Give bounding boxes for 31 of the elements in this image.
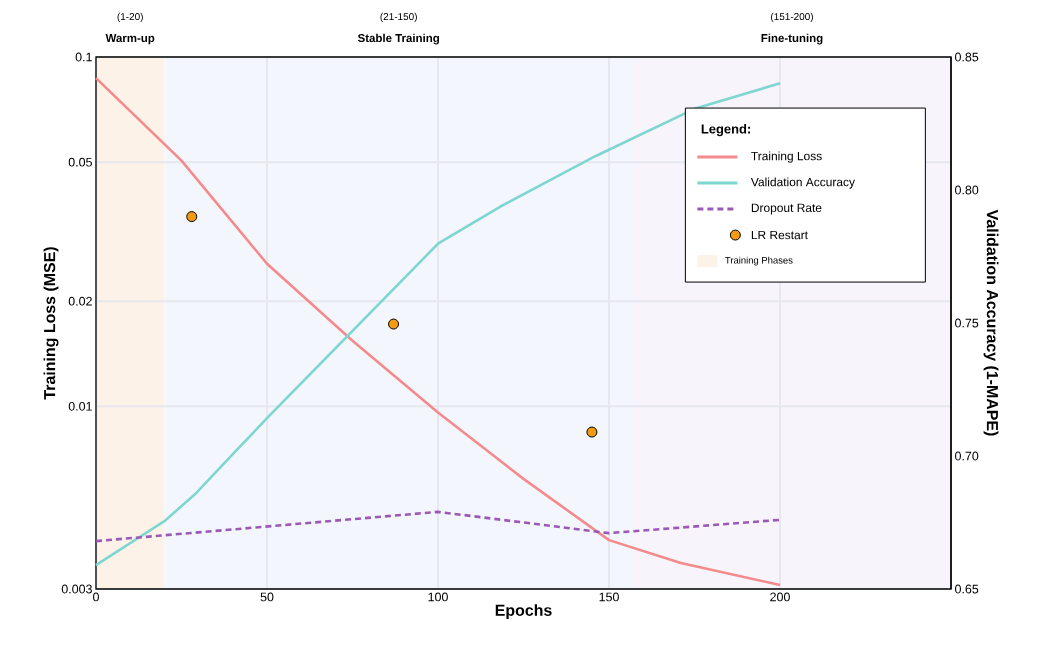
y-tick-label: 0.1 <box>75 52 92 62</box>
legend-label: LR Restart <box>751 230 808 240</box>
legend-label: Training Loss <box>751 151 822 163</box>
legend-title: Legend: <box>701 123 750 137</box>
band-label: Fine-tuning <box>761 33 823 45</box>
y2-tick-label: 0.65 <box>955 584 979 594</box>
y-tick-label: 0.05 <box>68 157 92 167</box>
y-axis-title: Training Loss (MSE) <box>43 247 59 400</box>
y2-tick-label: 0.85 <box>955 52 979 62</box>
x-tick-label: 0 <box>93 592 99 602</box>
y2-tick-label: 0.75 <box>955 318 979 328</box>
text: (1-20) <box>117 12 143 23</box>
y-tick-label: 0.02 <box>68 296 92 306</box>
x-tick-label: 50 <box>260 592 274 602</box>
y2-tick-label: 0.70 <box>955 451 979 461</box>
band-label: Warm-up <box>105 34 155 45</box>
y-tick-label: 0.003 <box>61 584 92 594</box>
x-axis-title: Epochs <box>495 604 552 620</box>
legend-label: Dropout Rate <box>751 203 822 215</box>
x-tick-label: 200 <box>770 592 790 602</box>
band-label: Stable Training <box>357 33 439 45</box>
line-series <box>94 510 782 543</box>
legend-label: Validation Accuracy <box>750 177 855 189</box>
annotation: Training Phases <box>725 256 793 266</box>
text: (21-150) <box>380 12 417 23</box>
y-tick-label: 0.01 <box>68 401 92 411</box>
x-tick-label: 150 <box>599 592 619 602</box>
text: (151-200) <box>771 12 813 23</box>
x-tick-label: 100 <box>428 592 448 602</box>
y2-axis-title: Validation Accuracy (1-MAPE) <box>983 209 999 436</box>
y2-tick-label: 0.80 <box>955 185 979 195</box>
